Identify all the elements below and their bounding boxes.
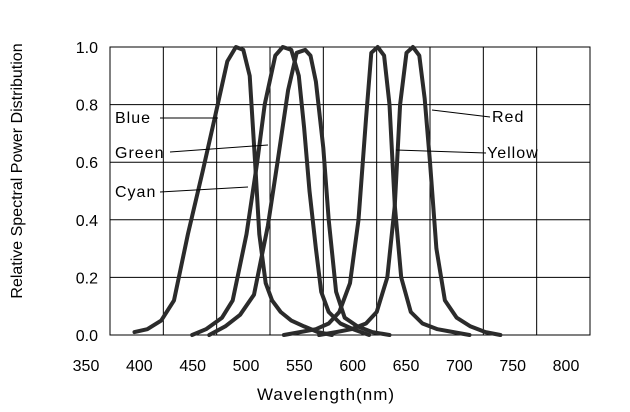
y-tick-label: 0.8 [76,98,98,115]
series-line-green [190,45,372,337]
x-tick-label: 600 [339,358,366,375]
annotation-leader-cyan [159,186,249,193]
x-tick-label: 700 [446,358,473,375]
annotation-label-red: Red [492,109,524,126]
y-tick-labels: 0.0 0.2 0.4 0.6 0.8 1.0 [76,40,98,345]
x-tick-label: 800 [553,358,580,375]
y-tick-label: 0.4 [76,213,98,230]
y-axis-title: Relative Spectral Power Distribution [9,43,26,298]
series-lines [132,45,503,337]
grid [109,46,591,336]
x-tick-label: 350 [73,358,100,375]
y-tick-label: 0.2 [76,270,98,287]
annotation-leader-green [169,144,269,153]
annotation-leader-red [431,109,491,118]
y-tick-label: 0.6 [76,155,98,172]
x-tick-label: 550 [286,358,313,375]
plot-border [109,46,591,336]
series-annotations: Blue Green Cyan Red Yellow [115,109,539,201]
annotation-label-blue: Blue [115,110,151,127]
x-tick-label: 450 [179,358,206,375]
annotation-leader-yellow [395,149,487,154]
annotation-label-yellow: Yellow [487,145,539,162]
annotation-label-green: Green [115,145,164,162]
x-tick-label: 500 [233,358,260,375]
series-line-red [281,45,472,337]
x-axis-title: Wavelength(nm) [257,385,395,404]
x-tick-labels: 350 400 450 500 550 600 650 700 750 800 [73,358,580,375]
y-tick-label: 0.0 [76,328,98,345]
series-line-blue [132,45,334,337]
x-tick-label: 400 [126,358,153,375]
annotation-label-cyan: Cyan [115,184,156,201]
series-line-cyan [207,47,392,337]
series-line-yellow [317,45,503,337]
x-tick-label: 650 [393,358,420,375]
x-tick-label: 750 [499,358,526,375]
y-tick-label: 1.0 [76,40,98,57]
